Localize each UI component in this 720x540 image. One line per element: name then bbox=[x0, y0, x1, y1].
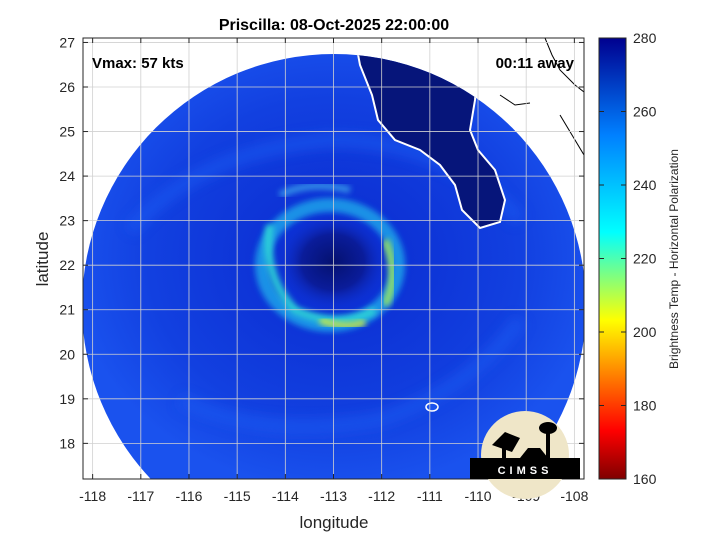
building-icon bbox=[520, 448, 548, 458]
x-tick-label: -118 bbox=[79, 488, 106, 504]
x-tick-label: -115 bbox=[224, 488, 251, 504]
x-tick-label: -112 bbox=[368, 488, 395, 504]
water-tower-icon bbox=[539, 422, 557, 434]
y-tick-label: 18 bbox=[59, 435, 75, 451]
colorbar-tick-label: 160 bbox=[633, 471, 657, 487]
satellite-dish-icon bbox=[492, 432, 520, 452]
x-tick-label: -110 bbox=[465, 488, 492, 504]
colorbar-tick-label: 280 bbox=[633, 30, 657, 46]
x-tick-label: -108 bbox=[560, 488, 588, 504]
vmax-annotation: Vmax: 57 kts bbox=[92, 55, 184, 72]
y-tick-label: 25 bbox=[59, 124, 75, 140]
colorbar-tick-label: 240 bbox=[633, 177, 657, 193]
eyewall-south bbox=[318, 316, 367, 329]
colorbar-tick-label: 180 bbox=[633, 398, 657, 414]
colorbar-label: Brightness Temp - Horizontal Polarizatio… bbox=[667, 149, 681, 369]
outer-rainband-south bbox=[176, 315, 526, 434]
storm-eye bbox=[281, 216, 385, 308]
y-axis-label: latitude bbox=[33, 232, 52, 287]
colorbar-tick-label: 220 bbox=[633, 251, 657, 267]
y-tick-label: 21 bbox=[59, 302, 75, 318]
tower-stand bbox=[546, 430, 550, 458]
logo-banner bbox=[470, 458, 580, 479]
island bbox=[425, 402, 439, 412]
x-tick-label: -117 bbox=[127, 488, 154, 504]
grid-lines bbox=[83, 38, 584, 479]
y-tick-label: 19 bbox=[59, 391, 75, 407]
dish-stand bbox=[502, 448, 506, 458]
y-tick-label: 20 bbox=[59, 346, 75, 362]
time-offset-annotation: 00:11 away bbox=[496, 55, 575, 72]
y-axis: 18 19 20 21 22 23 24 25 26 27 bbox=[59, 34, 584, 451]
y-tick-label: 26 bbox=[59, 79, 75, 95]
colorbar-ticks: 160 180 200 220 240 260 280 bbox=[599, 30, 657, 487]
y-tick-label: 22 bbox=[59, 257, 75, 273]
colorbar-tick-label: 260 bbox=[633, 104, 657, 120]
chart-title: Priscilla: 08-Oct-2025 22:00:00 bbox=[219, 17, 449, 34]
coastline-outside-3 bbox=[559, 114, 584, 156]
y-tick-label: 27 bbox=[59, 34, 75, 50]
eyewall-east bbox=[381, 238, 397, 307]
x-axis-label: longitude bbox=[299, 513, 368, 532]
y-tick-label: 24 bbox=[59, 168, 75, 184]
x-tick-label: -116 bbox=[175, 488, 202, 504]
cimss-logo: CIMSS bbox=[470, 411, 580, 499]
x-tick-label: -111 bbox=[417, 488, 443, 504]
x-tick-label: -113 bbox=[320, 488, 347, 504]
coastline-outside-2 bbox=[499, 94, 531, 106]
colorbar-tick-label: 200 bbox=[633, 324, 657, 340]
x-tick-label: -114 bbox=[272, 488, 299, 504]
logo-text: CIMSS bbox=[498, 465, 553, 477]
y-tick-label: 23 bbox=[59, 213, 75, 229]
